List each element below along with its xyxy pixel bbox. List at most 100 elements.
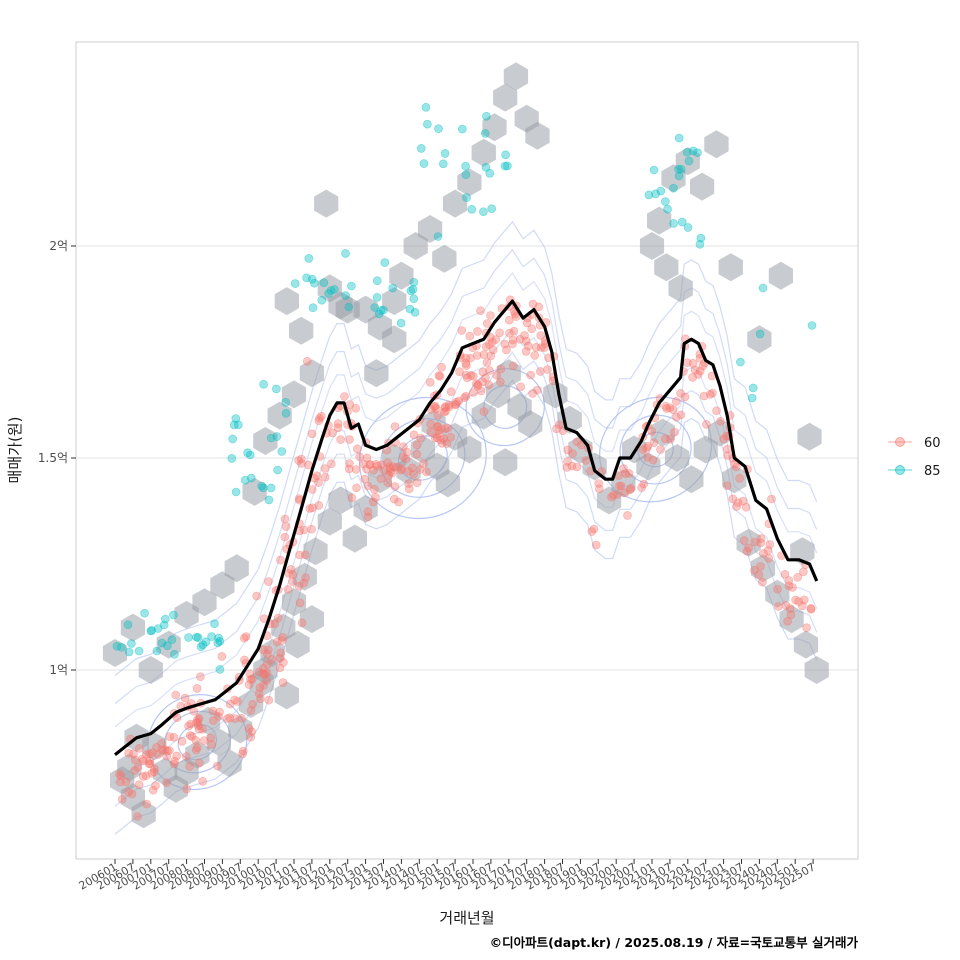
point-85: [247, 473, 256, 483]
point-60: [198, 724, 207, 734]
hex-bin: [493, 83, 518, 112]
point-60: [500, 339, 510, 349]
point-85: [419, 159, 429, 168]
hex-bin: [382, 287, 407, 316]
point-60: [568, 449, 577, 458]
point-60: [351, 465, 361, 474]
point-60: [735, 473, 744, 483]
point-60: [535, 367, 545, 376]
hex-bin: [328, 291, 353, 320]
density-contour-band: [114, 220, 818, 676]
point-60: [255, 683, 265, 692]
point-85: [215, 665, 225, 674]
point-85: [649, 165, 659, 175]
point-60: [124, 787, 133, 797]
point-60: [581, 456, 591, 465]
point-85: [344, 302, 354, 312]
hex-bin: [679, 465, 704, 494]
point-60: [198, 776, 207, 786]
scatter-points: [112, 103, 817, 821]
point-60: [394, 497, 403, 507]
point-60: [773, 584, 782, 594]
hex-bin: [722, 465, 747, 494]
point-60: [409, 430, 419, 440]
point-60: [780, 569, 790, 579]
point-60: [207, 740, 216, 749]
point-85: [184, 633, 193, 642]
point-60: [739, 536, 749, 545]
point-85: [684, 156, 694, 166]
point-60: [660, 434, 670, 444]
point-60: [254, 689, 264, 699]
hex-bin: [750, 554, 776, 583]
point-60: [297, 618, 307, 628]
point-60: [626, 483, 636, 493]
point-60: [455, 367, 464, 377]
point-85: [416, 144, 426, 153]
point-60: [509, 326, 519, 336]
point-60: [680, 392, 690, 402]
point-60: [206, 733, 216, 743]
point-60: [326, 459, 336, 469]
point-85: [163, 641, 172, 651]
point-60: [158, 745, 167, 755]
point-60: [486, 311, 495, 320]
point-60: [263, 660, 272, 669]
point-60: [587, 527, 597, 536]
point-85: [147, 626, 156, 635]
point-85: [396, 318, 406, 328]
point-60: [130, 755, 140, 765]
point-60: [312, 471, 322, 481]
point-85: [438, 159, 448, 169]
hex-bin: [156, 630, 181, 659]
hex-bin: [281, 380, 307, 409]
point-60: [688, 373, 697, 382]
point-60: [157, 739, 166, 748]
point-85: [409, 294, 419, 304]
point-60: [732, 462, 741, 472]
point-60: [533, 385, 542, 395]
point-60: [302, 356, 312, 366]
point-60: [200, 736, 209, 745]
hex-bin: [396, 456, 421, 485]
point-60: [415, 465, 425, 474]
point-60: [619, 464, 628, 473]
point-60: [170, 756, 179, 766]
hex-bin: [196, 706, 221, 735]
point-85: [231, 487, 241, 497]
point-60: [192, 743, 202, 752]
point-60: [754, 570, 764, 580]
point-60: [133, 812, 142, 821]
point-60: [526, 370, 536, 380]
point-85: [266, 433, 276, 443]
point-60: [712, 406, 721, 416]
point-60: [172, 751, 181, 761]
hex-bin: [736, 528, 761, 557]
point-85: [374, 309, 384, 319]
point-60: [515, 334, 525, 344]
hex-bin: [793, 630, 819, 659]
point-60: [217, 652, 227, 661]
point-60: [182, 752, 191, 761]
hex-bin: [457, 435, 482, 464]
point-60: [256, 694, 265, 704]
hex-bin: [647, 206, 672, 235]
point-60: [363, 507, 373, 517]
point-85: [693, 148, 702, 157]
point-60: [485, 366, 494, 375]
point-60: [191, 745, 201, 755]
point-85: [656, 186, 666, 196]
point-60: [486, 351, 496, 361]
hex-bin: [636, 452, 661, 481]
point-60: [135, 743, 144, 753]
hex-bin: [421, 410, 446, 439]
point-60: [723, 451, 732, 460]
point-60: [649, 438, 659, 448]
point-60: [299, 525, 309, 535]
point-60: [294, 581, 304, 591]
point-60: [412, 449, 422, 459]
point-85: [266, 483, 276, 493]
point-85: [676, 165, 686, 174]
point-60: [433, 422, 443, 432]
point-60: [656, 445, 665, 454]
